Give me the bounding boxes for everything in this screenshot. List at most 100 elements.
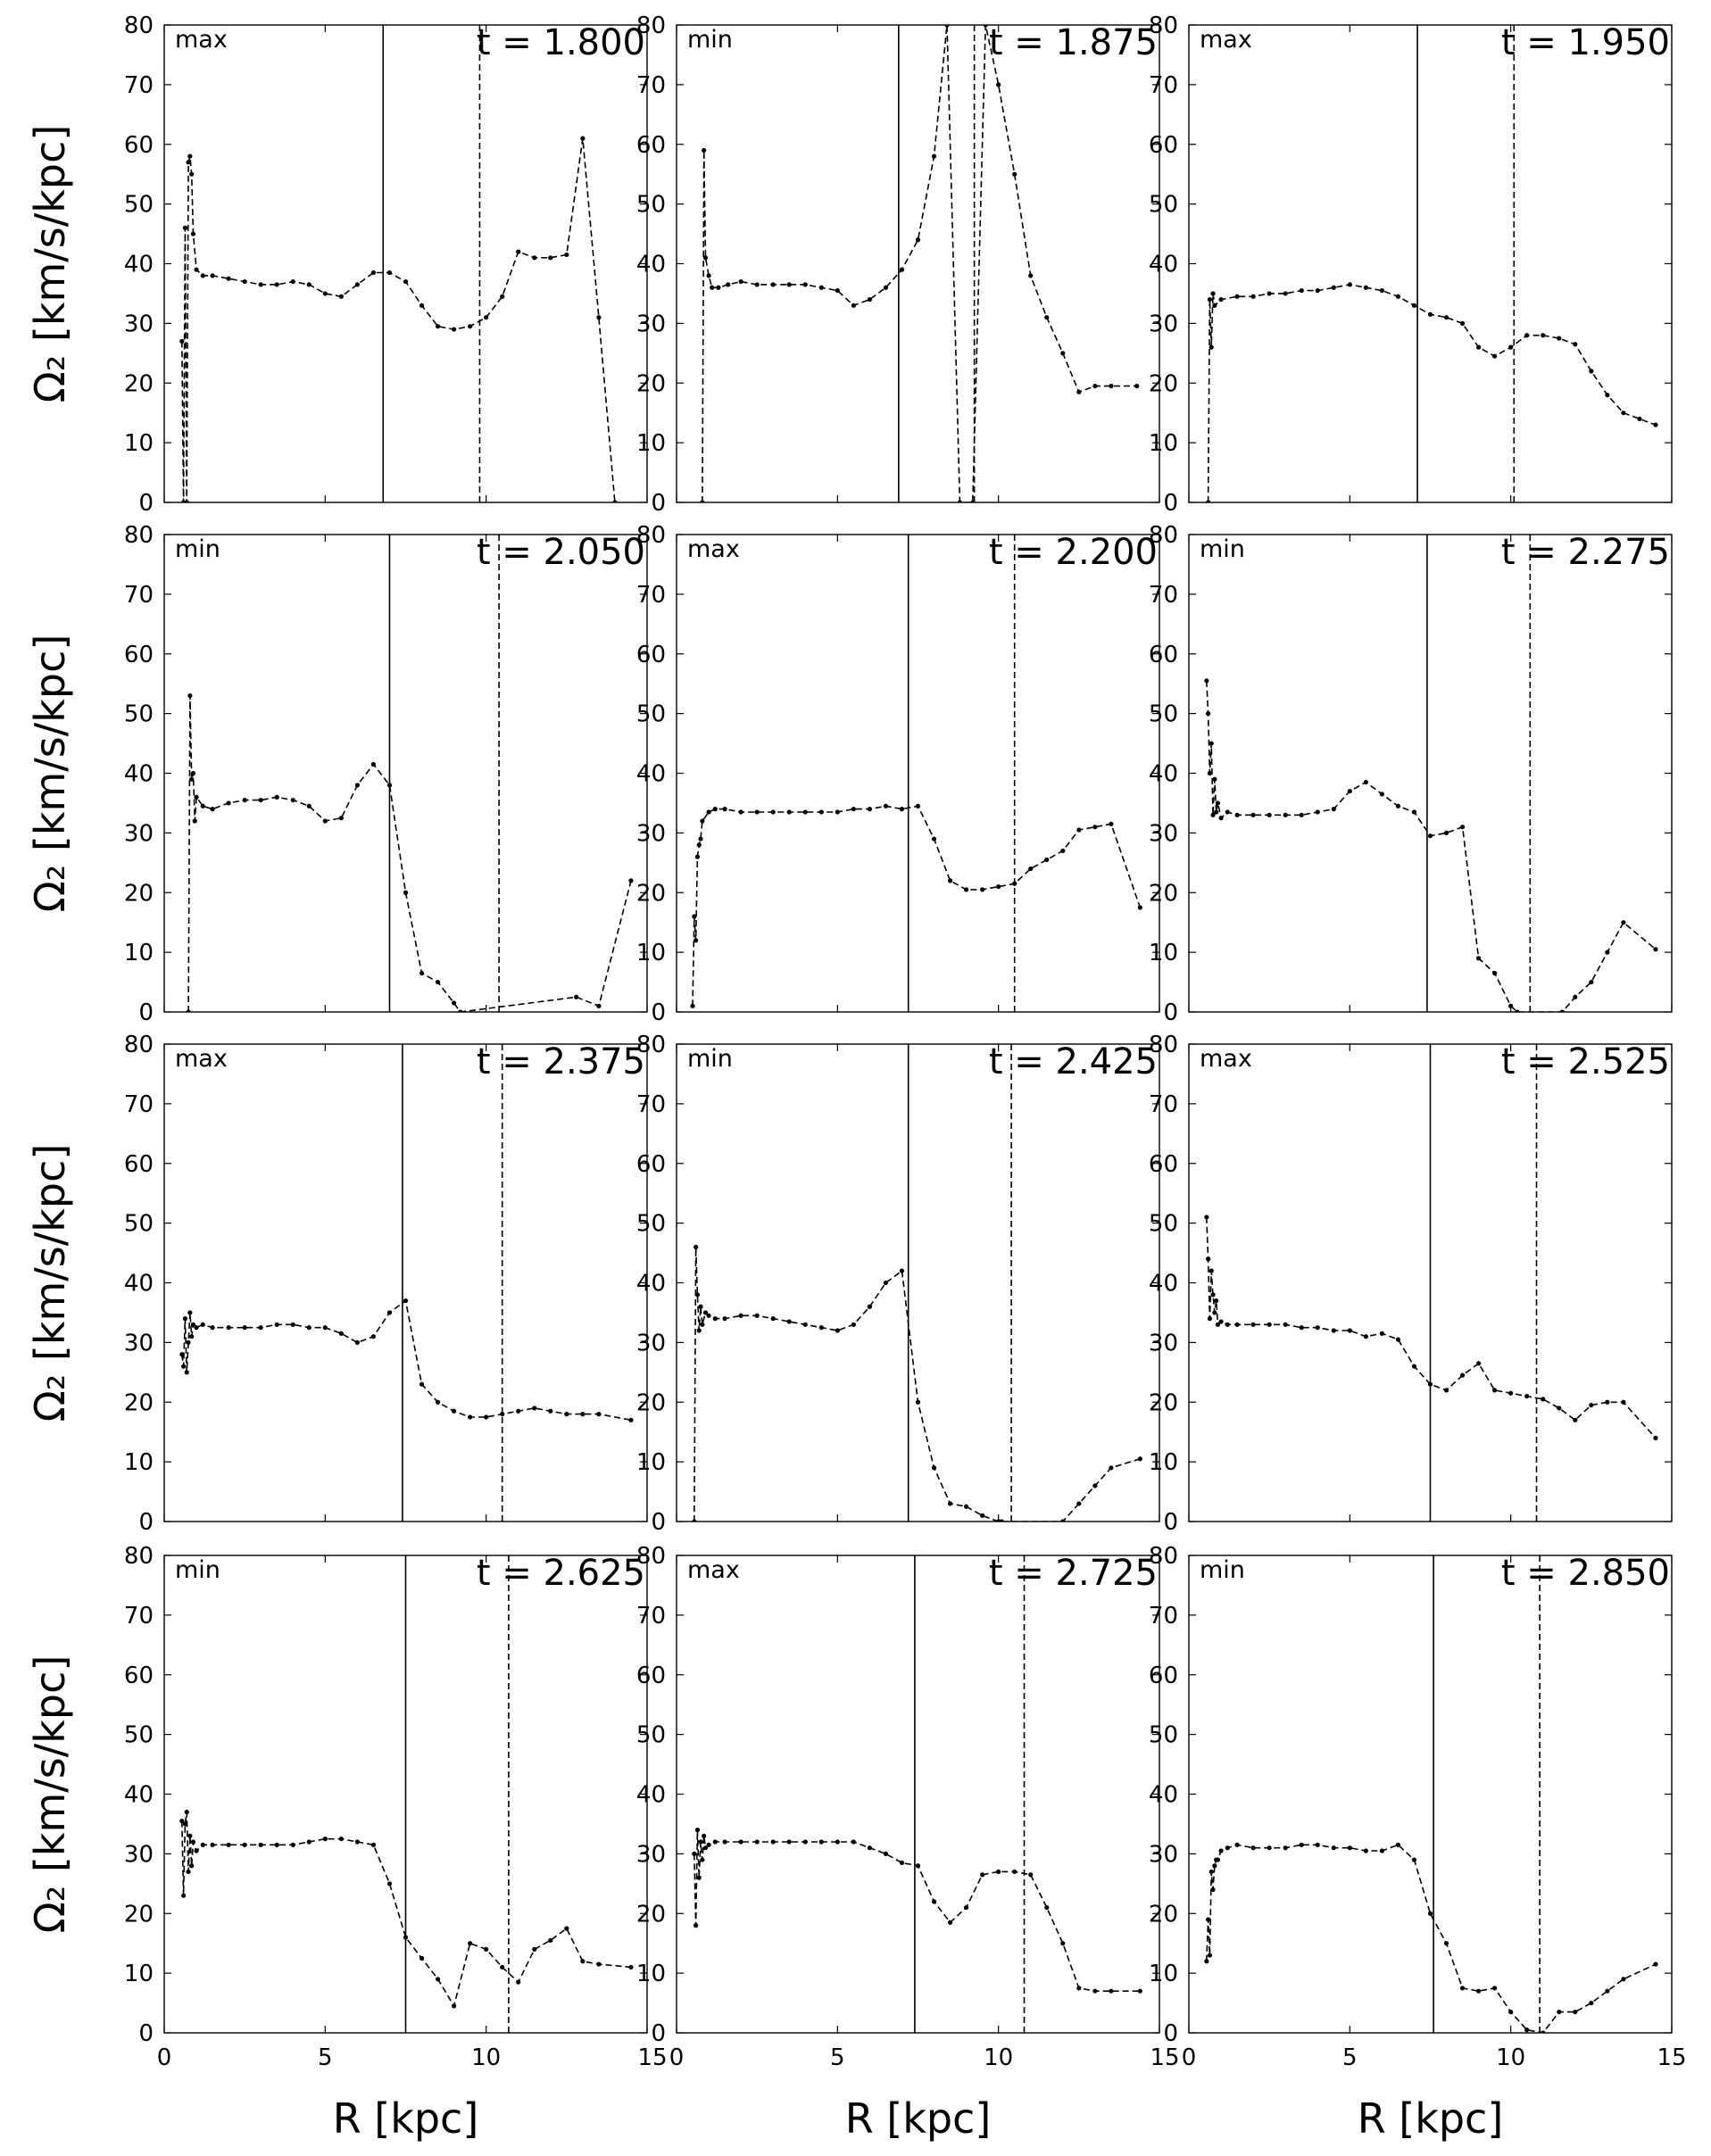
extremum-label: min [1200,535,1245,563]
data-point [1109,821,1114,826]
data-point [706,809,711,815]
time-label: t = 1.800 [477,22,645,63]
data-point [354,1839,360,1845]
data-point [1589,369,1594,374]
data-point [980,1513,985,1518]
data-point [452,1000,457,1006]
y-tick-label: 40 [1149,761,1178,788]
data-point [1411,1857,1417,1862]
data-point [226,276,231,281]
y-tick-label: 70 [636,72,666,99]
data-point [1395,803,1401,808]
data-point [192,818,197,824]
y-tick-label: 0 [651,999,666,1026]
data-point [1208,1268,1214,1273]
y-tick-label: 10 [1149,430,1178,457]
y-tick-label: 20 [1149,1901,1178,1928]
data-point [242,278,247,285]
data-point [1210,812,1216,817]
data-point [184,500,189,502]
plot-frame [163,534,648,1013]
data-point [322,1837,328,1842]
data-point [1060,1519,1066,1522]
data-point [1299,812,1304,817]
y-tick-label: 80 [124,1032,154,1058]
data-point [210,273,215,278]
y-tick-label: 70 [1149,582,1178,609]
data-point [851,303,856,308]
data-point [702,1833,707,1838]
y-tick-label: 60 [124,1151,154,1178]
panel-8: 0 10 20 30 40 50 60 70 80 min t = 2.425 [636,1032,1160,1536]
extremum-label: max [175,1045,228,1073]
data-point [1363,779,1368,785]
data-point [818,285,824,290]
y-tick-label: 50 [636,1211,666,1238]
panel-11: 0 10 20 30 40 50 60 70 80 0 5 10 15 max t = 2.725 [636,1543,1180,2071]
data-point [1315,287,1320,294]
data-point [1508,344,1514,350]
data-point [354,282,360,287]
data-point [1206,500,1211,502]
data-point [516,249,521,254]
data-point [1427,311,1433,317]
data-point [700,1322,705,1327]
data-point [1137,1456,1142,1462]
data-point [786,1839,792,1845]
plot-frame [676,534,1160,1013]
data-point [1476,1988,1482,1994]
y-tick-label: 30 [124,1841,154,1868]
data-point [698,1304,703,1309]
data-point [1605,1399,1610,1405]
data-point [867,807,873,812]
data-point [899,1860,905,1866]
data-point [694,1244,699,1249]
data-point [1605,393,1610,398]
y-tick-label: 60 [636,642,666,668]
y-tick-label: 50 [636,1722,666,1749]
series-line [1206,1216,1657,1439]
y-tick-label: 20 [124,370,154,397]
data-point [1315,1842,1320,1847]
y-tick-label: 30 [636,1841,666,1868]
y-tick-label: 60 [124,642,154,668]
data-point [1109,1465,1114,1471]
data-point [1218,297,1224,303]
data-point [580,1412,586,1417]
time-label: t = 2.425 [989,1041,1158,1082]
series-group [690,803,1142,1008]
y-tick-label: 80 [636,522,666,549]
data-point [187,692,193,699]
data-point [242,1325,247,1331]
data-point [306,803,311,808]
data-point [692,1519,697,1522]
data-point [1250,1322,1256,1327]
y-axis-title: Ω₂ [km/s/kpc] [26,1655,74,1934]
data-point [980,887,985,892]
data-point [1134,383,1140,389]
x-axis-title: R [kpc] [1358,2094,1504,2143]
panel-2: 0 10 20 30 40 50 60 70 80 min t = 1.875 [636,12,1160,517]
data-point [1060,848,1066,854]
data-point [1541,2030,1546,2033]
data-point [1379,1848,1384,1853]
data-point [200,273,205,278]
data-point [1212,1310,1217,1315]
data-point [1212,1863,1217,1869]
data-point [1524,1393,1530,1399]
panel-4: 0 10 20 30 40 50 60 70 80 min t = 2.050 [124,522,648,1026]
extremum-label: min [687,26,733,54]
data-point [1379,792,1384,797]
data-point [468,1414,473,1420]
extremum-label: max [1200,1045,1252,1073]
data-point [1092,825,1098,830]
data-point [386,270,393,276]
y-tick-label: 40 [636,1271,666,1298]
y-tick-label: 60 [636,132,666,159]
data-point [1044,1904,1050,1911]
data-point [1225,1322,1230,1327]
data-point [702,1845,709,1851]
y-tick-label: 10 [124,940,154,966]
data-point [702,255,709,261]
data-point [835,809,840,815]
